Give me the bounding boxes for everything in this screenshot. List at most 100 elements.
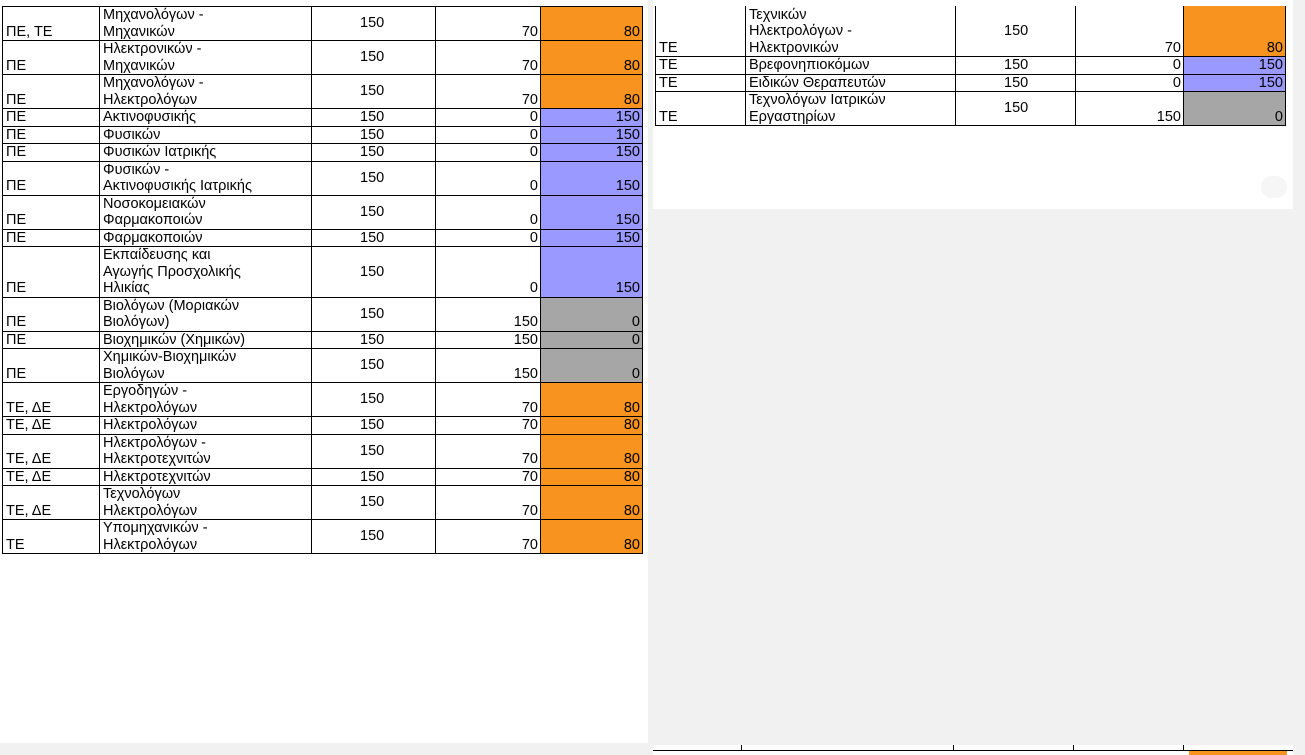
specialty-cell: Μηχανολόγων - Μηχανικών	[99, 6, 312, 41]
category-cell: ΠΕ	[2, 228, 100, 247]
category-cell: ΤΕ	[655, 91, 746, 126]
total-cell: 150	[311, 40, 436, 75]
specialty-cell: Υπομηχανικών - Ηλεκτρολόγων	[99, 519, 312, 554]
remaining-cell: 0	[540, 348, 643, 383]
positions-table-right: ΤΕ Τεχνικών Ηλεκτρολόγων - Ηλεκτρονικών 150 7…	[655, 6, 1286, 126]
remaining-cell: 150	[540, 194, 643, 230]
specialty-line: Τεχνολόγων	[103, 486, 181, 503]
specialty-cell: Βρεφονηπιοκόμων	[745, 56, 956, 75]
category-cell: ΠΕ	[2, 125, 100, 144]
table-row: ΤΕ Βρεφονηπιοκόμων 150 0 150	[655, 56, 1286, 75]
category-cell: ΠΕ	[2, 330, 100, 349]
filled-cell: 0	[435, 246, 541, 298]
remaining-cell: 80	[540, 6, 643, 41]
specialty-line: Χημικών-Βιοχημικών	[103, 349, 237, 366]
total-cell: 150	[311, 519, 436, 554]
remaining-cell: 150	[540, 160, 643, 196]
specialty-cell: Φυσικών - Ακτινοφυσικής Ιατρικής	[99, 160, 312, 196]
total-cell: 150	[311, 194, 436, 230]
filled-cell: 150	[435, 330, 541, 349]
specialty-line: Φυσικών -	[103, 161, 170, 178]
right-table-panel: ΤΕ Τεχνικών Ηλεκτρολόγων - Ηλεκτρονικών 150 7…	[653, 0, 1293, 209]
total-cell: 150	[311, 108, 436, 127]
category-cell: ΠΕ	[2, 160, 100, 196]
category-cell: ΤΕ	[655, 73, 746, 92]
specialty-line: Φυσικών	[103, 126, 161, 143]
filled-cell: 70	[435, 6, 541, 41]
category-cell: ΤΕ, ΔΕ	[2, 382, 100, 417]
specialty-line: Ηλεκτρολόγων	[103, 502, 198, 519]
specialty-line: Φαρμακοποιών	[103, 212, 203, 228]
positions-table-left: ΠΕ, ΤΕ Μηχανολόγων - Μηχανικών 150 70 80 ΠΕ Ηλε…	[2, 6, 643, 554]
specialty-cell: Εργοδηγών - Ηλεκτρολόγων	[99, 382, 312, 417]
table-row: ΤΕ, ΔΕ Ηλεκτρολόγων 150 70 80	[2, 416, 643, 435]
specialty-line: Βρεφονηπιοκόμων	[749, 57, 870, 73]
filled-cell: 70	[435, 467, 541, 486]
table-row: ΠΕ Χημικών-Βιοχημικών Βιολόγων 150 150 0	[2, 348, 643, 383]
specialty-line: Μηχανολόγων -	[103, 7, 204, 24]
specialty-cell: Ηλεκτροτεχνιτών	[99, 467, 312, 486]
category-cell: ΠΕ	[2, 74, 100, 109]
specialty-line: Νοσοκομειακών	[103, 195, 206, 212]
filled-cell: 70	[1075, 6, 1184, 57]
specialty-cell: Εκπαίδευσης και Αγωγής Προσχολικής Ηλικίας	[99, 246, 312, 298]
total-cell: 150	[311, 382, 436, 417]
specialty-line: Φαρμακοποιών	[103, 229, 203, 246]
remaining-cell: 150	[540, 125, 643, 144]
specialty-cell: Ηλεκτρονικών - Μηχανικών	[99, 40, 312, 75]
specialty-cell: Βιοχημικών (Χημικών)	[99, 330, 312, 349]
category-cell: ΤΕ, ΔΕ	[2, 467, 100, 486]
remaining-cell: 0	[540, 330, 643, 349]
specialty-line: Φυσικών Ιατρικής	[103, 144, 217, 160]
category-cell: ΤΕ, ΔΕ	[2, 416, 100, 435]
remaining-cell: 0	[540, 296, 643, 332]
table-row: ΠΕ Φυσικών Ιατρικής 150 0 150	[2, 143, 643, 162]
table-row: ΤΕ Τεχνικών Ηλεκτρολόγων - Ηλεκτρονικών 150 7…	[655, 6, 1286, 57]
table-row: ΠΕ Βιοχημικών (Χημικών) 150 150 0	[2, 330, 643, 349]
specialty-line: Μηχανολόγων -	[103, 75, 204, 92]
specialty-cell: Τεχνολόγων Ιατρικών Εργαστηρίων	[745, 91, 956, 126]
specialty-line: Εκπαίδευσης και	[103, 247, 211, 263]
specialty-line: Εργαστηρίων	[749, 108, 836, 125]
table-row: ΠΕ Φαρμακοποιών 150 0 150	[2, 228, 643, 247]
specialty-cell: Ηλεκτρολόγων	[99, 416, 312, 435]
remaining-cell: 150	[540, 143, 643, 162]
total-cell: 150	[311, 143, 436, 162]
filled-cell: 0	[1075, 73, 1184, 92]
specialty-line: Ηλεκτρολόγων	[103, 417, 198, 433]
filled-cell: 70	[435, 416, 541, 435]
specialty-line: Τεχνολόγων Ιατρικών	[749, 92, 886, 109]
specialty-cell: Νοσοκομειακών Φαρμακοποιών	[99, 194, 312, 230]
specialty-line: Βιολόγων)	[103, 314, 170, 330]
remaining-cell: 150	[540, 246, 643, 298]
specialty-cell: Μηχανολόγων - Ηλεκτρολόγων	[99, 74, 312, 109]
specialty-cell: Φυσικών	[99, 125, 312, 144]
total-cell: 150	[311, 433, 436, 469]
specialty-line: Αγωγής Προσχολικής	[103, 263, 241, 280]
left-table-panel: ΠΕ, ΤΕ Μηχανολόγων - Μηχανικών 150 70 80 ΠΕ Ηλε…	[0, 0, 648, 743]
specialty-line: Βιολόγων (Μοριακών	[103, 297, 240, 314]
remaining-cell: 150	[1183, 56, 1286, 75]
table-row: ΠΕ Ηλεκτρονικών - Μηχανικών 150 70 80	[2, 40, 643, 75]
faded-corner-button	[1261, 176, 1287, 198]
total-cell: 150	[311, 228, 436, 247]
specialty-cell: Ηλεκτρολόγων - Ηλεκτροτεχνιτών	[99, 433, 312, 469]
total-cell: 150	[311, 246, 436, 298]
specialty-line: Εργοδηγών -	[103, 383, 188, 400]
specialty-line: Τεχνικών	[749, 6, 807, 23]
category-cell: ΠΕ	[2, 108, 100, 127]
remaining-cell: 80	[540, 519, 643, 554]
category-cell: ΠΕ	[2, 194, 100, 230]
table-row: ΠΕ, ΤΕ Μηχανολόγων - Μηχανικών 150 70 80	[2, 6, 643, 41]
category-cell: ΠΕ	[2, 40, 100, 75]
table-row: ΤΕ, ΔΕ Τεχνολόγων Ηλεκτρολόγων 150 70 80	[2, 485, 643, 520]
filled-cell: 150	[435, 296, 541, 332]
table-row: ΠΕ Ακτινοφυσικής 150 0 150	[2, 108, 643, 127]
total-cell: 150	[311, 160, 436, 196]
category-cell: ΤΕ	[655, 6, 746, 57]
total-cell: 150	[955, 6, 1076, 57]
table-row: ΤΕ, ΔΕ Ηλεκτρολόγων - Ηλεκτροτεχνιτών 150 70…	[2, 433, 643, 469]
total-cell: 150	[311, 348, 436, 383]
remaining-cell: 80	[540, 74, 643, 109]
filled-cell: 70	[435, 519, 541, 554]
